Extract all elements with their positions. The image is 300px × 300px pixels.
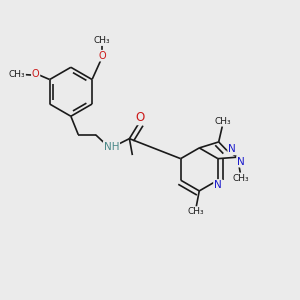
Text: N: N bbox=[237, 157, 245, 166]
Text: O: O bbox=[136, 111, 145, 124]
Text: CH₃: CH₃ bbox=[232, 174, 249, 183]
Text: NH: NH bbox=[104, 142, 119, 152]
Text: N: N bbox=[214, 180, 222, 190]
Text: CH₃: CH₃ bbox=[94, 36, 110, 45]
Text: N: N bbox=[228, 144, 236, 154]
Text: O: O bbox=[32, 69, 39, 79]
Text: CH₃: CH₃ bbox=[8, 70, 25, 79]
Text: O: O bbox=[98, 51, 106, 61]
Text: CH₃: CH₃ bbox=[214, 116, 231, 125]
Text: CH₃: CH₃ bbox=[188, 207, 204, 216]
